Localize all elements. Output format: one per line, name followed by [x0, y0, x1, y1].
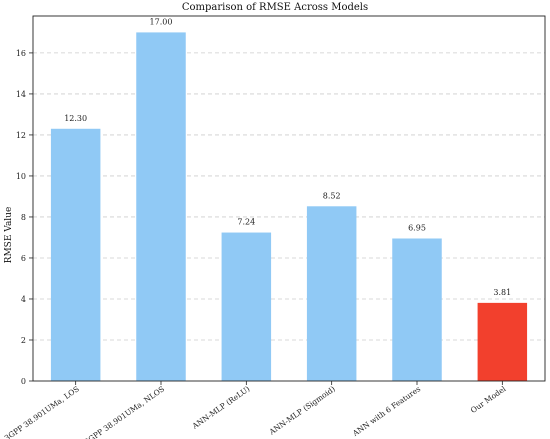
- y-tick-label: 16: [16, 49, 26, 58]
- y-tick-label: 6: [21, 254, 26, 263]
- y-tick-label: 14: [16, 90, 26, 99]
- x-tick-label: ANN with 6 Features: [350, 384, 422, 438]
- chart-title: Comparison of RMSE Across Models: [181, 2, 369, 13]
- bar: [477, 302, 528, 381]
- plot-frame: [32, 15, 546, 382]
- bar: [221, 232, 272, 381]
- y-tick-label: 10: [16, 172, 26, 181]
- data-label: 6.95: [408, 223, 426, 232]
- y-tick-label: 12: [16, 131, 26, 140]
- data-label: 8.52: [323, 191, 341, 200]
- y-tick-label: 2: [21, 336, 26, 345]
- y-tick-label: 8: [21, 213, 26, 222]
- data-label: 12.30: [64, 114, 87, 123]
- data-label: 3.81: [493, 288, 511, 297]
- bar: [392, 238, 442, 381]
- x-tick-label: 3GPP 38.901UMa, LOS: [3, 384, 81, 439]
- bar: [136, 32, 186, 382]
- data-label: 7.24: [237, 218, 255, 227]
- bar: [50, 128, 101, 381]
- y-tick-label: 4: [21, 295, 26, 304]
- x-tick-label: 3GPP 38.901UMa, NLOS: [83, 384, 166, 439]
- x-tick-label: Our Model: [469, 384, 508, 415]
- x-tick-label: ANN-MLP (Sigmoid): [267, 384, 337, 437]
- y-tick-label: 0: [21, 377, 26, 386]
- x-tick-label: ANN-MLP (ReLU): [190, 384, 252, 431]
- data-label: 17.00: [150, 17, 173, 26]
- bar: [306, 206, 357, 381]
